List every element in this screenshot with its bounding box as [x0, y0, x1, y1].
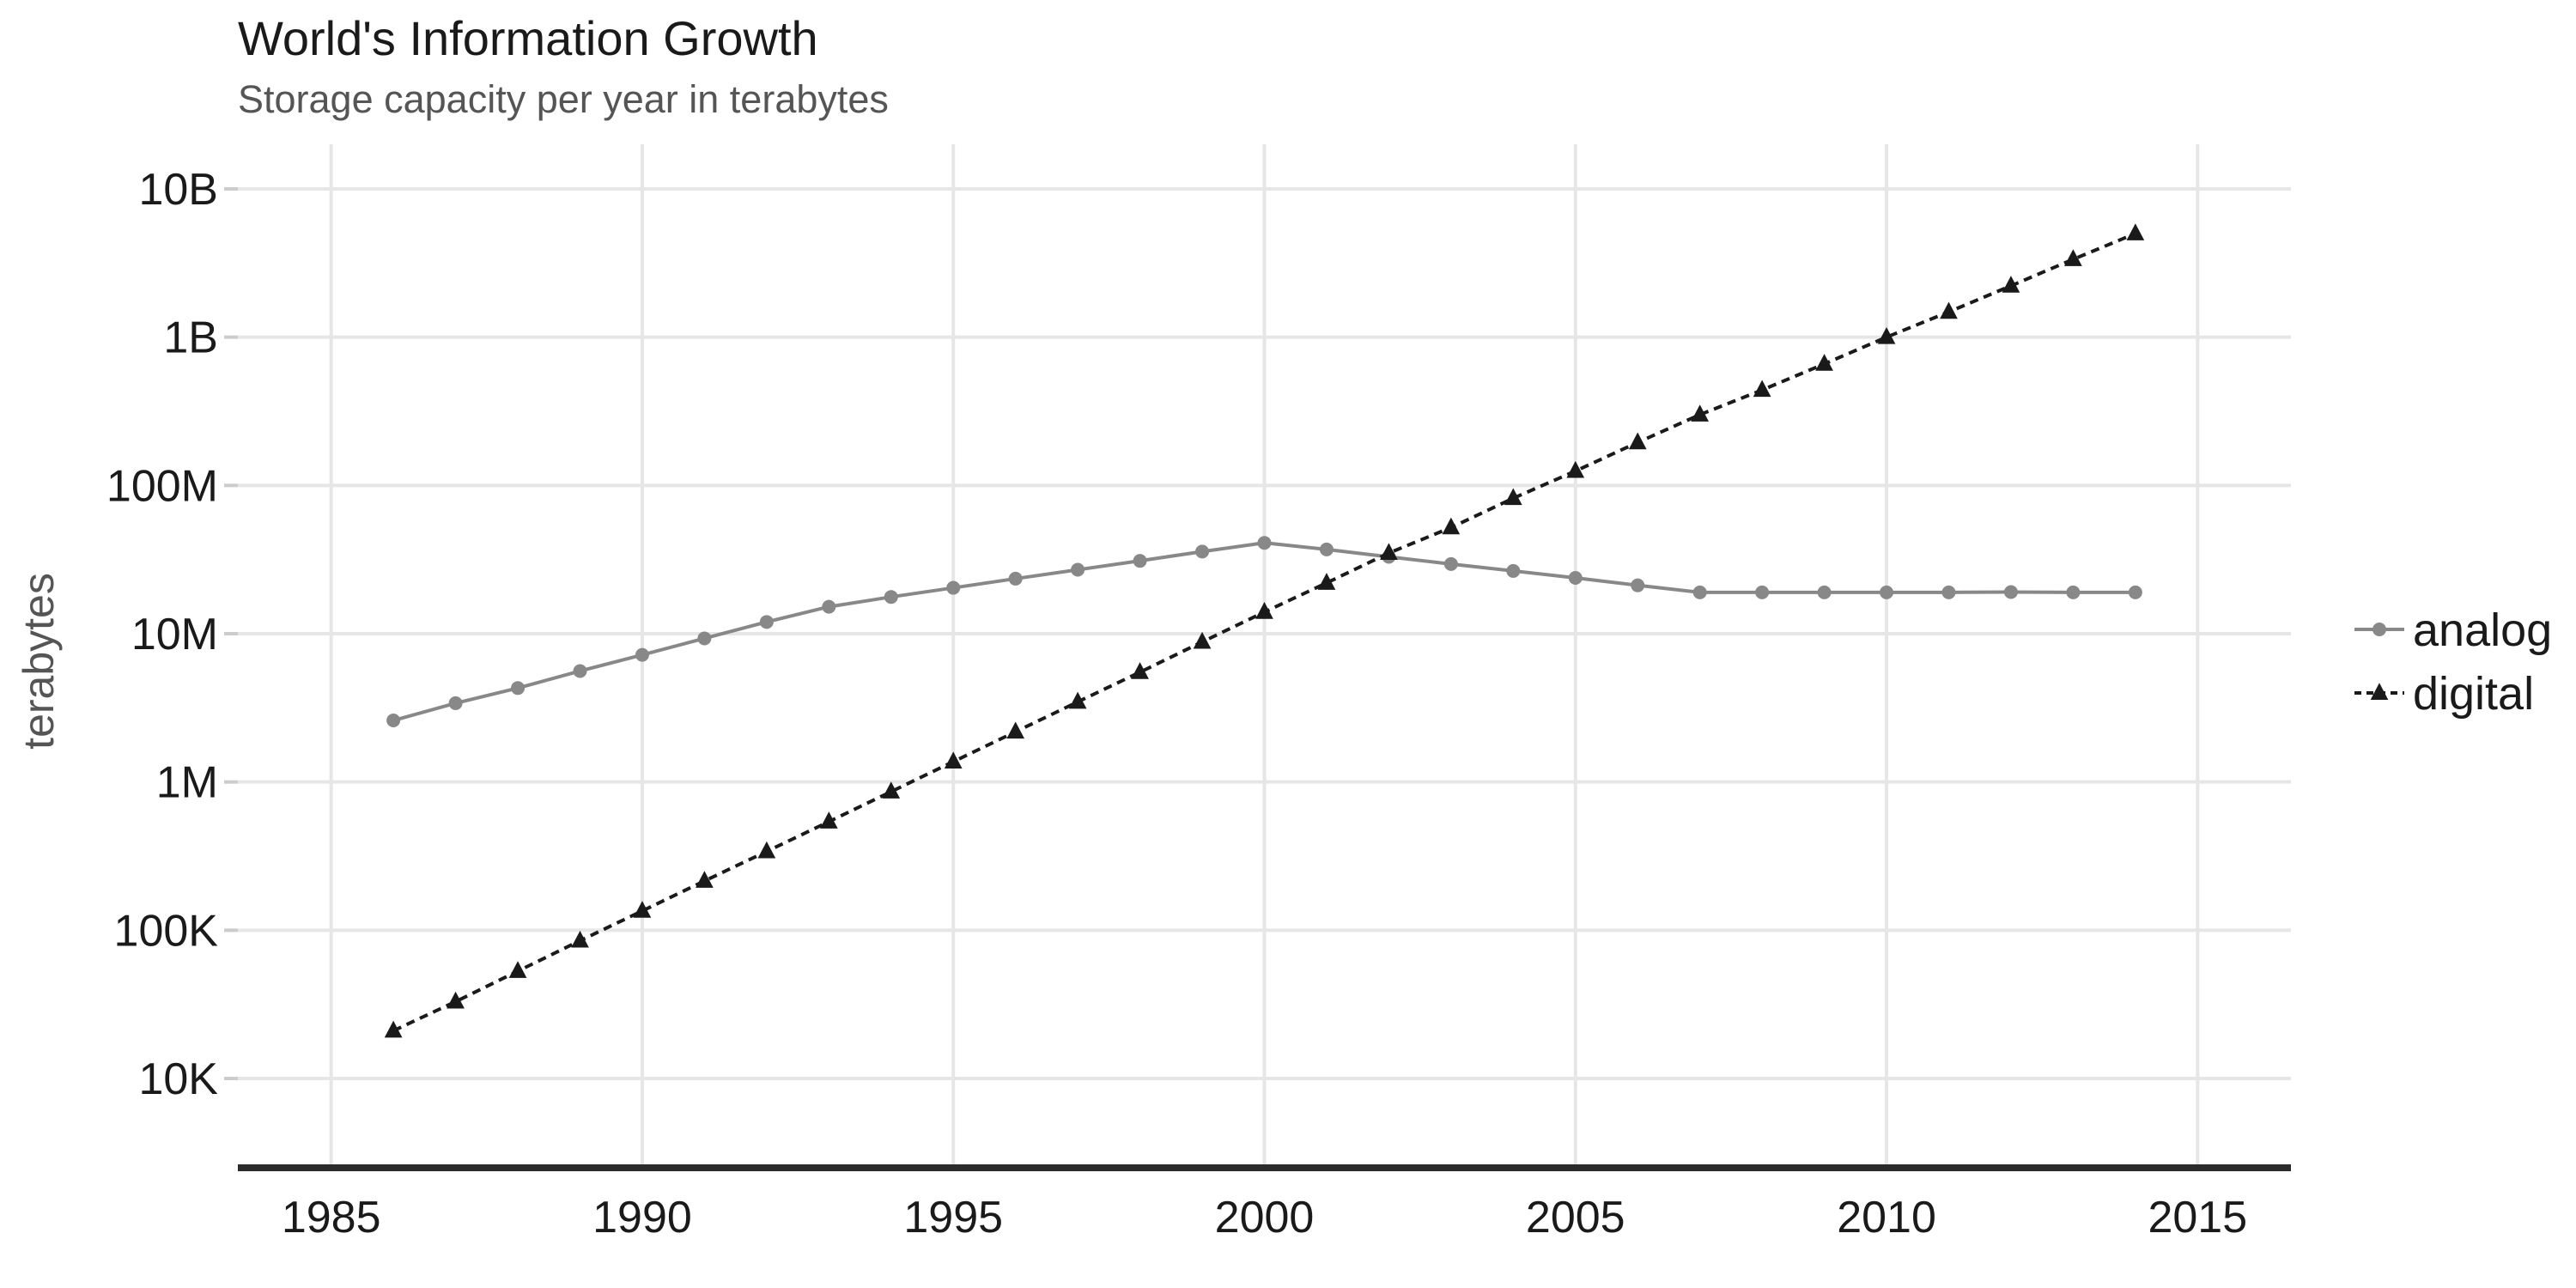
legend-label: digital — [2413, 668, 2534, 720]
digital-point — [1877, 326, 1896, 344]
analog-point — [448, 696, 463, 710]
digital-point — [1317, 573, 1336, 590]
analog-point — [1071, 562, 1085, 577]
digital-point — [1753, 380, 1771, 398]
legend-item-analog: analog — [2354, 605, 2552, 656]
analog-point — [1506, 563, 1521, 578]
y-tick-label: 1M — [156, 758, 218, 808]
y-tick-label: 1B — [163, 313, 218, 363]
digital-point — [447, 991, 465, 1009]
analog-point — [1133, 554, 1147, 568]
analog-point — [1880, 585, 1894, 599]
analog-point — [1568, 570, 1583, 585]
analog-point — [511, 681, 526, 696]
analog-point — [2003, 585, 2018, 599]
analog-point — [573, 664, 587, 678]
analog-point — [386, 714, 401, 728]
analog-point — [1941, 585, 1956, 599]
digital-point — [1193, 631, 1212, 649]
digital-point — [508, 961, 527, 978]
x-tick-label: 1990 — [592, 1193, 692, 1242]
analog-point — [1817, 585, 1832, 599]
legend-label: analog — [2413, 605, 2552, 656]
digital-point — [384, 1020, 403, 1038]
analog-point — [822, 599, 836, 614]
analog-point — [697, 631, 712, 646]
analog-point — [1443, 556, 1458, 571]
digital-point — [2064, 249, 2082, 266]
digital-point — [757, 841, 776, 859]
digital-point — [571, 930, 589, 948]
x-tick-label: 2010 — [1837, 1193, 1936, 1242]
digital-point — [1131, 662, 1149, 679]
analog-point — [884, 590, 898, 605]
analog-point — [1631, 578, 1645, 592]
grid-lines — [238, 144, 2291, 1168]
legend-swatch-marker — [2372, 623, 2386, 636]
x-tick-label: 2005 — [1526, 1193, 1625, 1242]
series-digital — [384, 223, 2145, 1038]
x-tick-label: 1995 — [903, 1193, 1003, 1242]
digital-point — [1442, 517, 1461, 535]
analog-point — [1195, 544, 1210, 559]
digital-point — [1628, 432, 1647, 450]
digital-point — [1380, 543, 1398, 560]
y-tick-label: 100K — [114, 906, 219, 956]
chart-title: World's Information Growth — [238, 11, 818, 65]
analog-point — [635, 647, 649, 662]
digital-point — [1068, 691, 1087, 709]
digital-point — [633, 901, 652, 918]
legend-item-digital: digital — [2354, 668, 2534, 720]
digital-point — [1691, 404, 1710, 422]
x-tick-label: 2000 — [1215, 1193, 1315, 1242]
legend: analog digital — [2354, 605, 2552, 720]
analog-point — [1257, 536, 1272, 550]
analog-point — [2066, 585, 2081, 599]
analog-point — [759, 615, 774, 629]
digital-point — [696, 871, 714, 888]
y-axis-title: terabytes — [15, 573, 63, 750]
digital-point — [1255, 602, 1273, 619]
digital-point — [944, 751, 963, 769]
digital-point — [1504, 488, 1522, 506]
digital-point — [882, 781, 901, 799]
x-tick-label: 1985 — [282, 1193, 381, 1242]
y-tick-label: 100M — [106, 461, 218, 511]
x-tick-label: 2015 — [2148, 1193, 2247, 1242]
analog-point — [1755, 585, 1770, 599]
chart-subtitle: Storage capacity per year in terabytes — [238, 77, 889, 121]
digital-point — [2002, 276, 2020, 293]
analog-point — [2128, 585, 2142, 599]
series-analog — [386, 536, 2142, 728]
digital-point — [2126, 223, 2145, 240]
analog-point — [946, 580, 961, 595]
digital-point — [1815, 354, 1833, 371]
analog-point — [1008, 571, 1023, 586]
analog-point — [1692, 585, 1707, 599]
digital-point — [1566, 460, 1585, 478]
digital-point — [1006, 721, 1025, 739]
series-layer — [384, 223, 2145, 1038]
digital-point — [819, 811, 838, 829]
digital-point — [1940, 301, 1958, 319]
axes: 10K 100K 1M 10M 100M 1B 10B 1985 1990 1995 2000 200… — [15, 165, 2291, 1242]
y-tick-label: 10K — [138, 1054, 218, 1104]
analog-point — [1319, 542, 1334, 556]
legend-swatch-marker — [2370, 683, 2389, 700]
y-tick-label: 10B — [138, 165, 218, 215]
y-tick-label: 10M — [131, 610, 218, 659]
